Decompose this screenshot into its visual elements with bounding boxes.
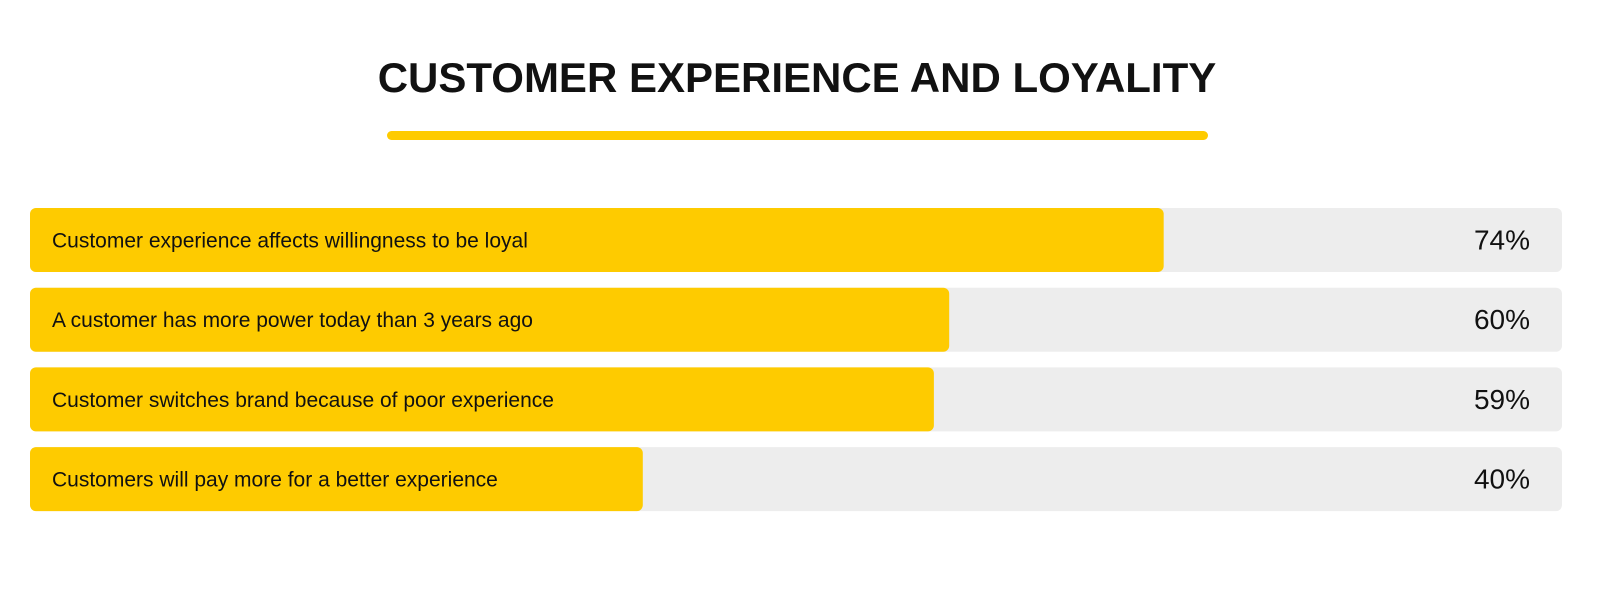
category-label: A customer has more power today than 3 y… bbox=[52, 309, 533, 332]
value-label: 74% bbox=[1474, 224, 1530, 255]
category-label: Customer switches brand because of poor … bbox=[52, 389, 554, 412]
value-label: 59% bbox=[1474, 384, 1530, 415]
bar bbox=[30, 447, 643, 512]
value-label: 60% bbox=[1474, 304, 1530, 335]
bar bbox=[30, 208, 1164, 272]
value-label: 40% bbox=[1474, 463, 1530, 494]
bar bbox=[30, 367, 934, 432]
title-underline bbox=[387, 131, 1208, 140]
category-label: Customers will pay more for a better exp… bbox=[52, 469, 498, 492]
chart-title: CUSTOMER EXPERIENCE AND LOYALITY bbox=[378, 54, 1217, 101]
bar bbox=[30, 287, 950, 352]
category-label: Customer experience affects willingness … bbox=[52, 230, 528, 253]
